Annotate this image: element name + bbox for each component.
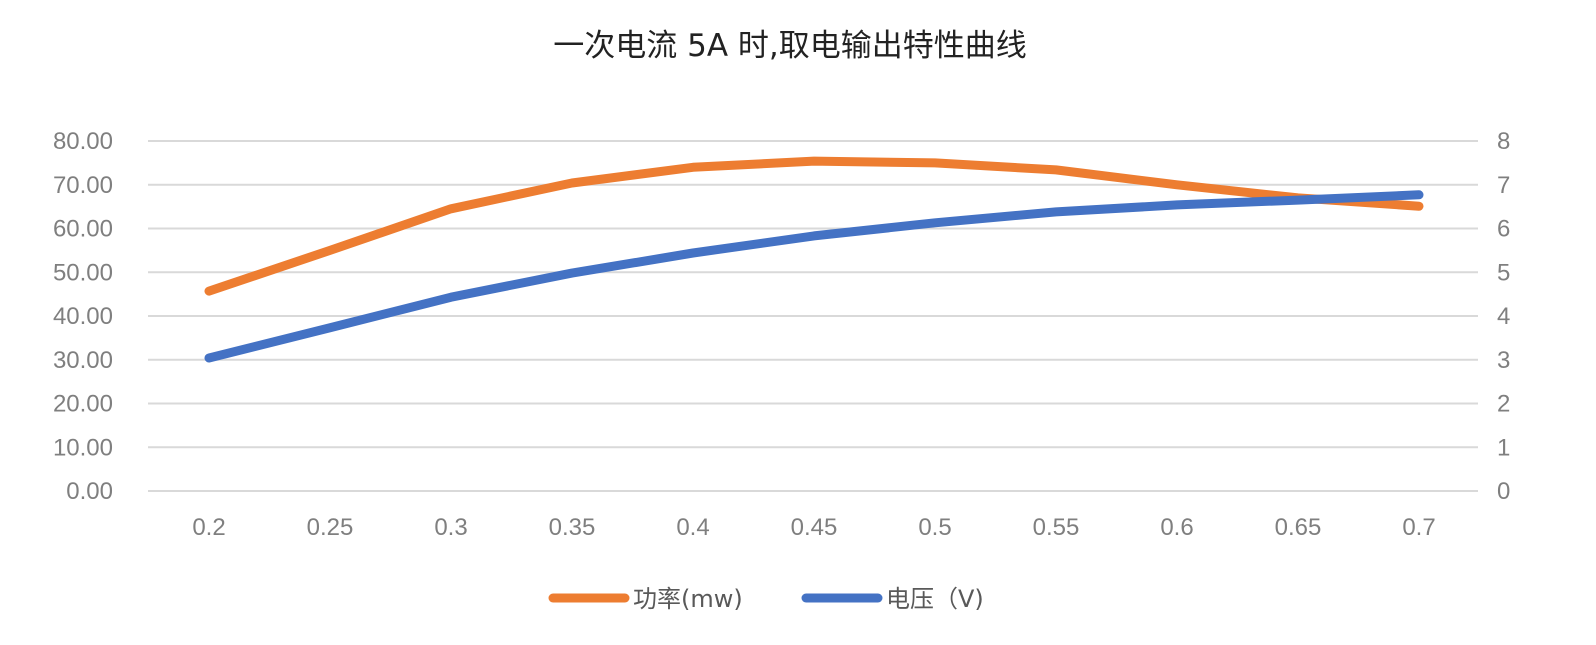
x-tick-label: 0.45 [791,514,838,541]
y-left-tick-label: 50.00 [53,259,113,286]
y-left-tick-label: 20.00 [53,391,113,418]
x-tick-label: 0.7 [1402,514,1435,541]
y-right-tick-label: 1 [1497,434,1510,461]
series-line-voltage [204,190,1424,363]
y-left-tick-label: 60.00 [53,216,113,243]
x-tick-label: 0.2 [192,514,225,541]
x-tick-label: 0.5 [918,514,951,541]
y-right-tick-label: 7 [1497,172,1510,199]
x-tick-label: 0.35 [549,514,596,541]
y-left-tick-label: 0.00 [66,478,113,505]
legend-label: 功率(mw) [633,585,743,613]
chart-title: 一次电流 5A 时,取电输出特性曲线 [553,28,1027,64]
legend-label: 电压（V) [886,585,984,613]
y-left-tick-label: 40.00 [53,303,113,330]
y-left-tick-label: 30.00 [53,347,113,374]
y-left-tick-label: 70.00 [53,172,113,199]
y-right-tick-label: 3 [1497,347,1510,374]
y-right-tick-label: 5 [1497,259,1510,286]
x-tick-label: 0.55 [1033,514,1080,541]
y-left-tick-label: 80.00 [53,128,113,155]
x-tick-label: 0.3 [434,514,467,541]
y-right-tick-label: 8 [1497,128,1510,155]
y-right-tick-label: 2 [1497,391,1510,418]
y-right-tick-label: 4 [1497,303,1510,330]
x-tick-label: 0.65 [1275,514,1322,541]
x-tick-label: 0.25 [307,514,354,541]
x-tick-label: 0.4 [676,514,709,541]
y-left-tick-label: 10.00 [53,434,113,461]
y-right-tick-label: 6 [1497,216,1510,243]
y-right-tick-label: 0 [1497,478,1510,505]
x-tick-label: 0.6 [1160,514,1193,541]
series-line-power [204,156,1424,296]
